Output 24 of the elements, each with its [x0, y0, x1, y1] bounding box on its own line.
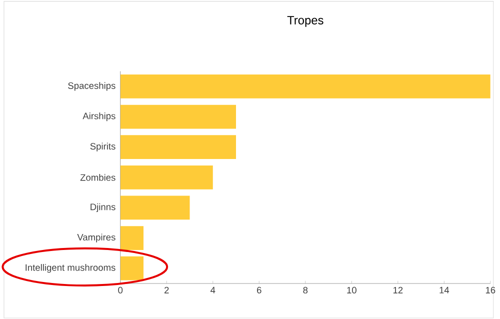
y-tick-label: Spirits — [90, 142, 116, 152]
y-tick-label: Vampires — [77, 234, 116, 242]
bar — [120, 256, 144, 280]
x-tick-label: 16 — [486, 286, 496, 294]
y-tick-label: Djinns — [90, 203, 116, 212]
bar — [120, 134, 236, 159]
x-tick-label: 6 — [257, 286, 262, 294]
x-tick-label: 0 — [118, 286, 123, 294]
bar — [120, 104, 236, 129]
x-tick-label: 2 — [164, 286, 169, 294]
x-tick-label: 14 — [440, 286, 450, 294]
y-tick-label: Intelligent mushrooms — [26, 264, 116, 273]
y-tick-label: Spaceships — [68, 82, 116, 91]
y-tick-label: Airships — [82, 112, 116, 121]
x-tick-label: 10 — [347, 286, 356, 294]
x-tick-label: 12 — [393, 286, 403, 294]
bar — [120, 165, 213, 190]
x-tick-label: 8 — [303, 286, 308, 294]
bar — [120, 196, 190, 220]
chart-title: Tropes — [287, 16, 324, 27]
bar — [120, 74, 490, 98]
y-tick-label: Zombies — [80, 174, 116, 181]
x-tick-label: 4 — [210, 286, 216, 294]
bar — [120, 226, 144, 250]
